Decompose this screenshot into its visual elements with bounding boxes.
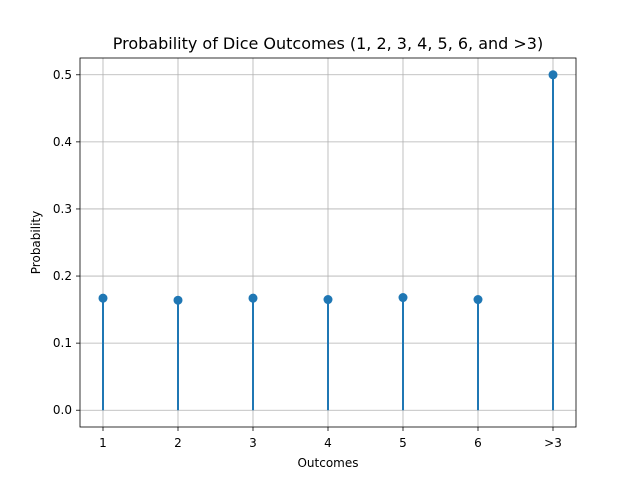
x-tick-label: 5 [399,436,407,450]
tick-layer: 1 2 3 4 5 6 >3 0.0 0.1 0.2 0.3 0.4 0.5 [53,68,562,450]
y-tick-label: 0.0 [53,403,72,417]
y-tick-label: 0.3 [53,202,72,216]
stem-marker [173,295,183,305]
x-tick-label: 6 [474,436,482,450]
stem-marker [98,293,108,303]
stem-marker [248,293,258,303]
x-tick-label: 2 [174,436,182,450]
stem-marker [398,293,408,303]
y-tick-label: 0.1 [53,336,72,350]
x-tick-label: 3 [249,436,257,450]
stem-layer [98,70,558,411]
y-tick-label: 0.4 [53,135,72,149]
grid-layer [80,58,576,427]
x-tick-label: 1 [99,436,107,450]
y-tick-label: 0.2 [53,269,72,283]
x-axis-label: Outcomes [297,456,358,470]
y-axis-label: Probability [29,211,43,274]
chart-title: Probability of Dice Outcomes (1, 2, 3, 4… [113,34,543,53]
stem-marker [323,295,333,305]
y-tick-label: 0.5 [53,68,72,82]
stem-marker [473,295,483,305]
stem-marker [548,70,558,80]
x-tick-label: 4 [324,436,332,450]
x-tick-label: >3 [544,436,562,450]
